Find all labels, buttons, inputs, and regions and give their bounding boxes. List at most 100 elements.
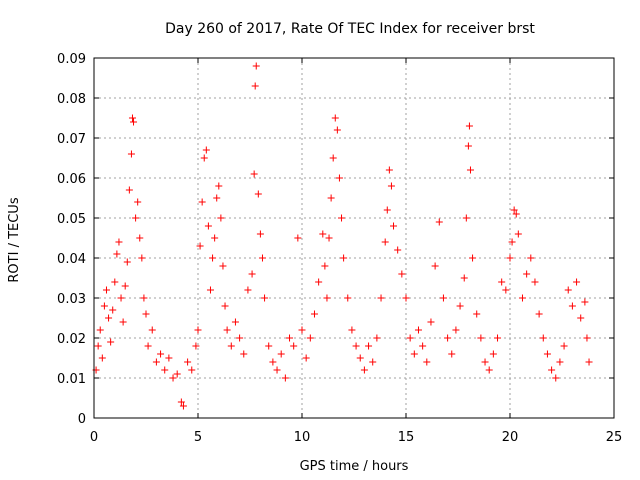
- y-axis-label: ROTI / TECUs: [7, 197, 22, 282]
- data-point: [514, 230, 522, 238]
- data-point: [119, 318, 127, 326]
- data-point: [329, 154, 337, 162]
- data-point: [138, 254, 146, 262]
- data-point: [94, 342, 102, 350]
- data-point: [290, 342, 298, 350]
- data-point: [531, 278, 539, 286]
- data-point: [144, 342, 152, 350]
- data-point: [277, 350, 285, 358]
- data-point: [331, 114, 339, 122]
- data-point: [527, 254, 535, 262]
- data-point: [244, 286, 252, 294]
- data-point: [510, 206, 518, 214]
- data-point: [298, 326, 306, 334]
- data-point: [460, 274, 468, 282]
- data-point: [113, 250, 121, 258]
- axis-ticks: 0 0.01 0.02 0.03 0.04 0.05 0.06 0.07 0.08 0.09 0 5 1…: [57, 52, 622, 445]
- data-point: [102, 286, 110, 294]
- data-point: [473, 310, 481, 318]
- data-point: [340, 254, 348, 262]
- data-point: [485, 366, 493, 374]
- data-point: [494, 334, 502, 342]
- grid-lines: [94, 58, 614, 418]
- data-point: [127, 150, 135, 158]
- data-point: [204, 222, 212, 230]
- data-point: [152, 358, 160, 366]
- data-point: [508, 238, 516, 246]
- x-axis-label: GPS time / hours: [300, 459, 409, 474]
- data-point: [184, 358, 192, 366]
- data-point: [281, 374, 289, 382]
- data-point: [254, 190, 262, 198]
- x-tick-label: 5: [194, 430, 202, 445]
- data-point: [560, 342, 568, 350]
- data-point: [583, 334, 591, 342]
- y-tick-label: 0.02: [57, 332, 86, 347]
- data-point: [157, 350, 165, 358]
- data-point: [398, 270, 406, 278]
- data-point: [410, 350, 418, 358]
- y-tick-label: 0.05: [57, 212, 86, 227]
- data-point: [215, 182, 223, 190]
- data-point: [198, 198, 206, 206]
- data-point: [506, 254, 514, 262]
- data-point: [169, 374, 177, 382]
- data-point: [105, 314, 113, 322]
- data-point: [306, 334, 314, 342]
- data-point: [535, 310, 543, 318]
- data-point: [132, 214, 140, 222]
- data-point: [423, 358, 431, 366]
- data-point: [552, 374, 560, 382]
- data-point: [223, 326, 231, 334]
- x-tick-label: 10: [294, 430, 311, 445]
- data-point: [130, 118, 138, 126]
- data-point: [294, 234, 302, 242]
- data-point: [327, 194, 335, 202]
- y-tick-label: 0.08: [57, 92, 86, 107]
- data-point: [256, 230, 264, 238]
- data-point: [452, 326, 460, 334]
- data-point: [96, 326, 104, 334]
- data-point: [107, 338, 115, 346]
- data-point: [286, 334, 294, 342]
- data-point: [464, 142, 472, 150]
- data-point: [369, 358, 377, 366]
- data-point: [456, 302, 464, 310]
- data-point: [377, 294, 385, 302]
- data-point: [390, 222, 398, 230]
- data-point: [581, 298, 589, 306]
- y-tick-label: 0.09: [57, 52, 86, 67]
- data-point: [448, 350, 456, 358]
- data-point: [134, 198, 142, 206]
- data-point: [548, 366, 556, 374]
- data-point: [192, 342, 200, 350]
- data-point: [323, 294, 331, 302]
- data-point: [310, 310, 318, 318]
- data-point: [206, 286, 214, 294]
- data-point: [406, 334, 414, 342]
- data-point: [217, 214, 225, 222]
- data-point: [466, 166, 474, 174]
- data-point: [98, 354, 106, 362]
- data-point: [348, 326, 356, 334]
- data-point: [431, 262, 439, 270]
- data-point: [173, 370, 181, 378]
- data-point: [111, 278, 119, 286]
- data-point: [498, 278, 506, 286]
- data-point: [258, 254, 266, 262]
- data-point: [577, 314, 585, 322]
- data-point: [142, 310, 150, 318]
- data-point: [115, 238, 123, 246]
- data-point: [125, 186, 133, 194]
- data-point: [319, 230, 327, 238]
- data-point: [365, 342, 373, 350]
- data-point: [360, 366, 368, 374]
- data-point: [121, 282, 129, 290]
- data-point: [333, 126, 341, 134]
- data-point: [100, 302, 108, 310]
- data-point: [196, 242, 204, 250]
- data-point: [383, 206, 391, 214]
- data-point: [419, 342, 427, 350]
- data-point: [373, 334, 381, 342]
